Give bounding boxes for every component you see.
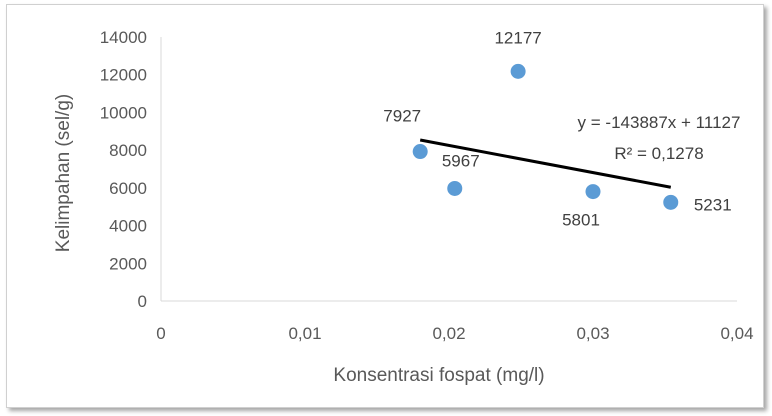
data-point	[510, 63, 526, 79]
x-tick-label: 0,03	[576, 324, 609, 343]
chart-frame: 0 2000 4000 6000 8000 10000 12000 14000 0 0,01 0,…	[6, 4, 764, 408]
data-label: 5801	[562, 211, 600, 230]
data-label: 5967	[442, 151, 480, 170]
data-point	[412, 144, 428, 160]
data-label: 7927	[383, 107, 421, 126]
data-labels: 7927 5967 12177 5801 5231	[383, 28, 731, 229]
data-point	[585, 184, 601, 200]
trendline-equation: y = -143887x + 11127	[578, 113, 741, 132]
y-tick-labels: 0 2000 4000 6000 8000 10000 12000 14000	[100, 28, 147, 311]
y-tick-label: 8000	[109, 141, 147, 160]
y-tick-label: 6000	[109, 179, 147, 198]
data-label: 12177	[494, 28, 541, 47]
y-tick-label: 2000	[109, 254, 147, 273]
y-tick-label: 12000	[100, 66, 147, 85]
x-tick-label: 0,04	[720, 324, 753, 343]
x-tick-label: 0,01	[288, 324, 321, 343]
y-axis-title: Kelimpahan (sel/g)	[53, 94, 74, 252]
y-tick-label: 0	[138, 292, 147, 311]
data-points	[412, 63, 679, 210]
x-tick-label: 0	[156, 324, 165, 343]
y-tick-label: 4000	[109, 217, 147, 236]
data-label: 5231	[694, 195, 732, 214]
x-tick-labels: 0 0,01 0,02 0,03 0,04	[156, 324, 753, 343]
y-tick-label: 10000	[100, 103, 147, 122]
x-tick-label: 0,02	[432, 324, 465, 343]
trendline	[419, 138, 672, 189]
axes	[160, 37, 737, 302]
x-axis-title: Konsentrasi fospat (mg/l)	[333, 365, 544, 386]
y-tick-label: 14000	[100, 28, 147, 47]
data-point	[663, 194, 679, 210]
data-point	[447, 180, 463, 196]
trendline-r-squared: R² = 0,1278	[614, 144, 703, 163]
scatter-chart: 0 2000 4000 6000 8000 10000 12000 14000 0 0,01 0,…	[53, 28, 754, 386]
trendline-group	[419, 138, 672, 189]
